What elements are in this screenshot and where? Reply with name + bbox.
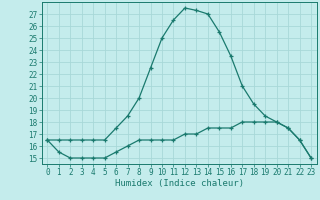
X-axis label: Humidex (Indice chaleur): Humidex (Indice chaleur) bbox=[115, 179, 244, 188]
